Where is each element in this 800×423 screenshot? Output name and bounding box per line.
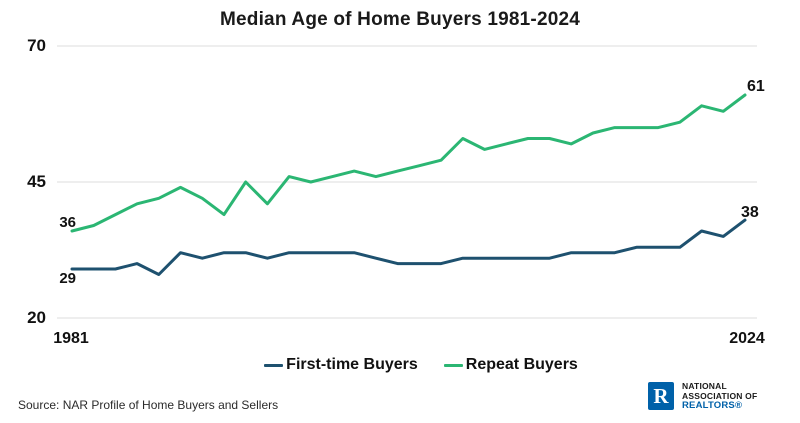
legend-item-repeat: Repeat Buyers <box>443 356 578 374</box>
realtor-r-icon: R <box>648 382 674 410</box>
x-axis-tick-2024: 2024 <box>729 330 765 347</box>
nar-logo-line2: ASSOCIATION OF <box>682 390 758 401</box>
y-axis-tick-70: 70 <box>27 36 46 55</box>
series-group <box>70 93 747 276</box>
y-axis-tick-45: 45 <box>27 172 46 191</box>
annotation-first-time-end-value: 38 <box>741 204 759 221</box>
gridlines-group <box>57 45 757 319</box>
chart-legend: First-time Buyers Repeat Buyers <box>0 356 800 374</box>
nar-logo-line1: NATIONAL <box>682 381 727 391</box>
legend-label-first-time: First-time Buyers <box>286 356 418 373</box>
annotation-repeat-start-value: 36 <box>59 214 76 231</box>
nar-logo-line3: REALTORS® <box>682 400 743 411</box>
repeat-line-swatch <box>443 363 463 367</box>
legend-item-first-time: First-time Buyers <box>264 356 418 374</box>
nar-logo-text: NATIONAL ASSOCIATION OF REALTORS® <box>682 381 758 411</box>
y-axis-tick-20: 20 <box>27 308 46 327</box>
x-axis-tick-1981: 1981 <box>53 330 89 347</box>
source-caption: Source: NAR Profile of Home Buyers and S… <box>18 398 279 412</box>
first-time-line-swatch <box>264 363 284 367</box>
annotation-repeat-end-value: 61 <box>747 78 765 95</box>
legend-label-repeat: Repeat Buyers <box>465 356 578 373</box>
chart-title: Median Age of Home Buyers 1981-2024 <box>219 9 581 30</box>
annotation-first-time-start-value: 29 <box>59 270 76 287</box>
nar-logo: R NATIONAL ASSOCIATION OF REALTORS® <box>648 381 758 411</box>
